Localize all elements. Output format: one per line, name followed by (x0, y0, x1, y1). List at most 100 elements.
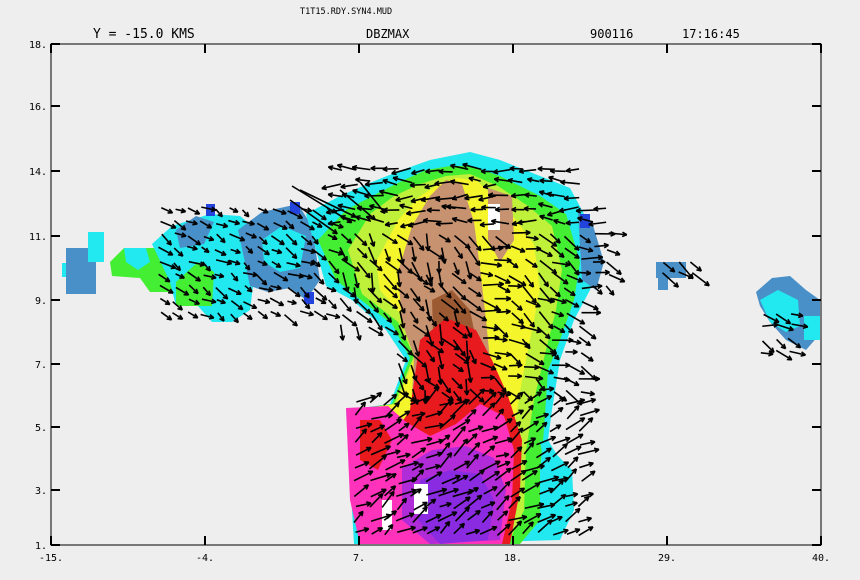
wind-vector-head (507, 179, 513, 184)
wind-vector-head (182, 225, 187, 231)
wind-vector-head (467, 355, 471, 362)
wind-vector (339, 247, 348, 262)
wind-vector (452, 489, 474, 498)
wind-vector (565, 339, 582, 344)
wind-vector (411, 246, 416, 262)
wind-vector-head (590, 397, 596, 401)
wind-vector (606, 249, 621, 256)
wind-vector (446, 205, 467, 210)
wind-vector (382, 179, 398, 186)
wind-vector (523, 441, 535, 455)
wind-vector-head (490, 220, 496, 225)
wind-vector-head (376, 431, 383, 436)
wind-vector (493, 363, 508, 371)
wind-vector-head (366, 501, 372, 504)
wind-vector (452, 425, 466, 443)
y-tick-label: 9. (35, 296, 47, 307)
wind-vector (383, 312, 392, 323)
wind-vector-head (600, 259, 606, 263)
wind-vector (495, 408, 504, 420)
wind-vector-head (483, 316, 488, 322)
wind-vector-head (406, 213, 412, 216)
wind-vector-head (168, 315, 173, 321)
wind-vector-head (370, 394, 376, 397)
wind-vector (398, 422, 410, 432)
wind-vector-head (455, 345, 460, 351)
wind-vector (452, 474, 469, 485)
wind-vector (467, 363, 472, 383)
wind-vector (285, 233, 298, 246)
wind-vector-head (339, 223, 344, 228)
wind-vector (355, 423, 373, 430)
wind-vector-head (489, 388, 495, 392)
wind-vector (354, 233, 368, 247)
wind-vector-head (449, 180, 455, 185)
wind-vector-head (553, 219, 558, 225)
wind-vector-head (583, 495, 590, 499)
wind-vector-head (252, 303, 258, 309)
wind-vector-head (237, 289, 242, 295)
wind-vector-head (438, 170, 444, 175)
wind-vector (243, 272, 258, 276)
wind-vector-head (588, 247, 594, 252)
wind-vector-head (505, 243, 511, 248)
wind-vector (453, 299, 467, 314)
wind-vector (412, 340, 420, 357)
wind-vector (510, 446, 523, 459)
wind-vector-head (788, 355, 793, 361)
wind-vector-head (532, 469, 538, 473)
wind-vector-head (425, 170, 431, 175)
wind-vector (551, 311, 564, 317)
wind-vector-head (435, 198, 441, 203)
wind-vector (453, 311, 459, 328)
wind-vector (468, 235, 482, 252)
wind-vector-head (532, 321, 536, 328)
wind-vector-head (565, 261, 571, 266)
wind-vector (536, 247, 553, 257)
wind-vector (289, 199, 338, 235)
wind-vector (341, 193, 355, 199)
wind-vector (397, 363, 408, 385)
wind-vector-head (479, 224, 486, 228)
wind-vector (243, 301, 257, 309)
wind-vector (482, 283, 504, 287)
wind-vector (524, 503, 544, 510)
wind-vector-head (444, 434, 450, 438)
wind-vector-head (470, 408, 477, 413)
wind-vector (578, 246, 594, 252)
wind-vector-head (337, 204, 343, 210)
wind-vector-head (263, 260, 268, 266)
wind-vector (353, 484, 369, 498)
wind-vector-head (516, 446, 522, 450)
wind-vector (522, 482, 541, 494)
wind-vector (483, 183, 497, 188)
wind-vector-head (398, 281, 403, 288)
wind-vector-head (342, 335, 346, 341)
wind-vector (608, 273, 626, 283)
wind-vector (538, 387, 554, 391)
wind-vector (535, 421, 548, 433)
wind-vector-head (420, 411, 426, 415)
wind-vector (160, 206, 173, 214)
wind-vector-head (391, 393, 397, 397)
wind-vector (256, 274, 268, 286)
wind-vector-head (495, 307, 502, 311)
wind-vector-head (540, 359, 545, 365)
wind-vector-head (309, 310, 315, 316)
wind-vector-head (474, 442, 480, 446)
wind-vector (188, 284, 199, 295)
wind-vector (467, 442, 481, 456)
wind-vector (384, 485, 396, 497)
wind-vector (312, 209, 327, 221)
wind-vector-head (376, 307, 380, 313)
wind-vector (594, 244, 609, 248)
wind-vector-head (194, 313, 199, 319)
wind-vector-head (388, 256, 391, 262)
wind-vector (539, 190, 555, 197)
wind-vector-head (321, 187, 327, 191)
wind-vector (552, 261, 570, 266)
wind-vector (273, 221, 288, 230)
wind-vector (426, 439, 444, 446)
wind-vector (399, 204, 413, 210)
wind-vector (327, 272, 340, 284)
